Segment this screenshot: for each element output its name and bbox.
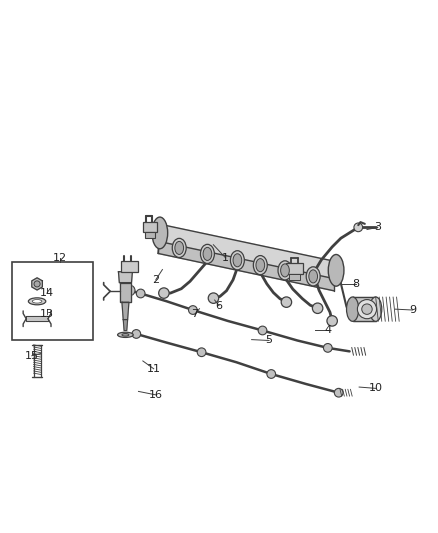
Ellipse shape	[357, 300, 377, 319]
Ellipse shape	[117, 332, 133, 337]
Bar	[145, 232, 155, 238]
Ellipse shape	[278, 261, 292, 280]
Text: 16: 16	[149, 390, 163, 400]
Text: 6: 6	[215, 301, 223, 311]
Bar	[12, 262, 93, 341]
Ellipse shape	[370, 297, 382, 321]
Circle shape	[34, 281, 40, 287]
Polygon shape	[123, 320, 127, 330]
Ellipse shape	[172, 238, 186, 257]
Polygon shape	[26, 316, 48, 321]
Circle shape	[208, 293, 219, 303]
Circle shape	[312, 303, 323, 313]
Ellipse shape	[253, 255, 267, 274]
Bar	[286, 263, 303, 274]
Ellipse shape	[32, 300, 42, 303]
Circle shape	[136, 289, 145, 298]
Circle shape	[267, 370, 276, 378]
Ellipse shape	[346, 297, 359, 321]
Bar	[289, 274, 300, 279]
Circle shape	[258, 326, 267, 335]
Circle shape	[354, 223, 363, 232]
Text: 12: 12	[53, 253, 67, 263]
Polygon shape	[353, 297, 376, 321]
Bar	[121, 261, 138, 272]
Text: 1: 1	[222, 253, 229, 263]
Text: 9: 9	[409, 305, 416, 315]
Ellipse shape	[203, 247, 212, 261]
Text: 15: 15	[25, 351, 39, 361]
Polygon shape	[120, 282, 131, 302]
Ellipse shape	[28, 298, 46, 305]
Circle shape	[334, 389, 343, 397]
Polygon shape	[122, 302, 129, 320]
Bar	[143, 222, 157, 232]
Text: 4: 4	[324, 325, 332, 335]
Circle shape	[197, 348, 206, 357]
Ellipse shape	[122, 334, 129, 336]
Text: 14: 14	[40, 288, 54, 297]
Text: 10: 10	[369, 383, 383, 393]
Text: 7: 7	[191, 309, 198, 319]
Ellipse shape	[362, 304, 372, 314]
Ellipse shape	[256, 259, 265, 272]
Circle shape	[159, 288, 169, 298]
Ellipse shape	[328, 254, 344, 286]
Ellipse shape	[230, 251, 244, 270]
Ellipse shape	[309, 270, 318, 283]
Polygon shape	[32, 278, 42, 290]
Text: 5: 5	[265, 335, 272, 345]
Circle shape	[132, 329, 141, 338]
Text: 2: 2	[152, 274, 159, 285]
Text: 11: 11	[147, 364, 161, 374]
Ellipse shape	[175, 241, 184, 254]
Circle shape	[281, 297, 292, 308]
Text: 8: 8	[353, 279, 360, 289]
Polygon shape	[158, 241, 334, 291]
Ellipse shape	[233, 254, 242, 267]
Ellipse shape	[281, 264, 290, 277]
Ellipse shape	[201, 244, 214, 263]
Polygon shape	[158, 224, 338, 279]
Circle shape	[323, 344, 332, 352]
Text: 3: 3	[374, 222, 381, 232]
Text: 13: 13	[40, 309, 54, 319]
Circle shape	[124, 285, 135, 296]
Circle shape	[188, 305, 197, 314]
Circle shape	[327, 316, 337, 326]
Ellipse shape	[306, 267, 320, 286]
Ellipse shape	[152, 217, 168, 249]
Polygon shape	[118, 272, 132, 282]
